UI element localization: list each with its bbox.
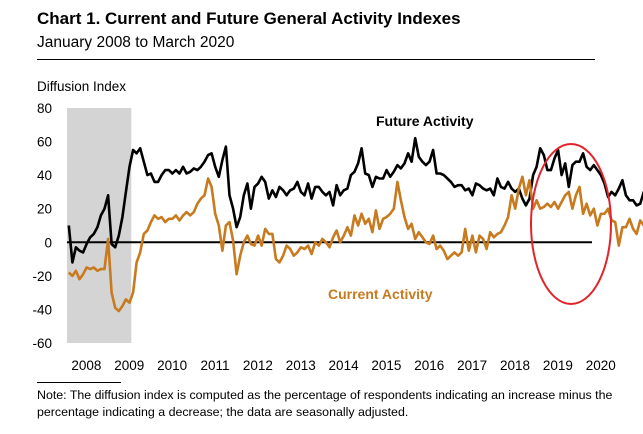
future-activity-line (67, 136, 643, 264)
y-tick-label: 20 (37, 202, 52, 217)
y-tick-label: 80 (37, 101, 52, 116)
y-tick-label: -60 (32, 336, 52, 351)
y-tick-label: 0 (44, 235, 52, 250)
x-tick-label: 2017 (457, 358, 487, 373)
x-tick-label: 2008 (71, 358, 101, 373)
x-tick-label: 2018 (500, 358, 530, 373)
y-tick-label: 60 (37, 135, 52, 150)
y-tick-label: 40 (37, 168, 52, 183)
x-tick-label: 2019 (543, 358, 573, 373)
x-tick-label: 2009 (114, 358, 144, 373)
x-tick-label: 2016 (414, 358, 444, 373)
x-tick-label: 2012 (243, 358, 273, 373)
x-tick-label: 2011 (200, 358, 229, 373)
footnote: Note: The diffusion index is computed as… (37, 388, 613, 419)
highlight-ellipse (530, 143, 612, 305)
y-tick-label: -40 (32, 302, 52, 317)
future-activity-label: Future Activity (376, 113, 474, 129)
current-activity-line (67, 175, 643, 313)
y-tick-label: -20 (32, 269, 52, 284)
x-tick-label: 2013 (286, 358, 316, 373)
x-tick-label: 2010 (157, 358, 187, 373)
footnote-divider (37, 382, 121, 383)
title-divider (37, 59, 595, 60)
chart-subtitle: January 2008 to March 2020 (37, 34, 235, 51)
x-tick-label: 2014 (329, 358, 360, 373)
y-axis-label: Diffusion Index (37, 79, 126, 94)
current-activity-label: Current Activity (328, 286, 433, 302)
x-tick-label: 2015 (371, 358, 401, 373)
x-tick-label: 2020 (586, 358, 616, 373)
chart-title: Chart 1. Current and Future General Acti… (37, 9, 461, 28)
